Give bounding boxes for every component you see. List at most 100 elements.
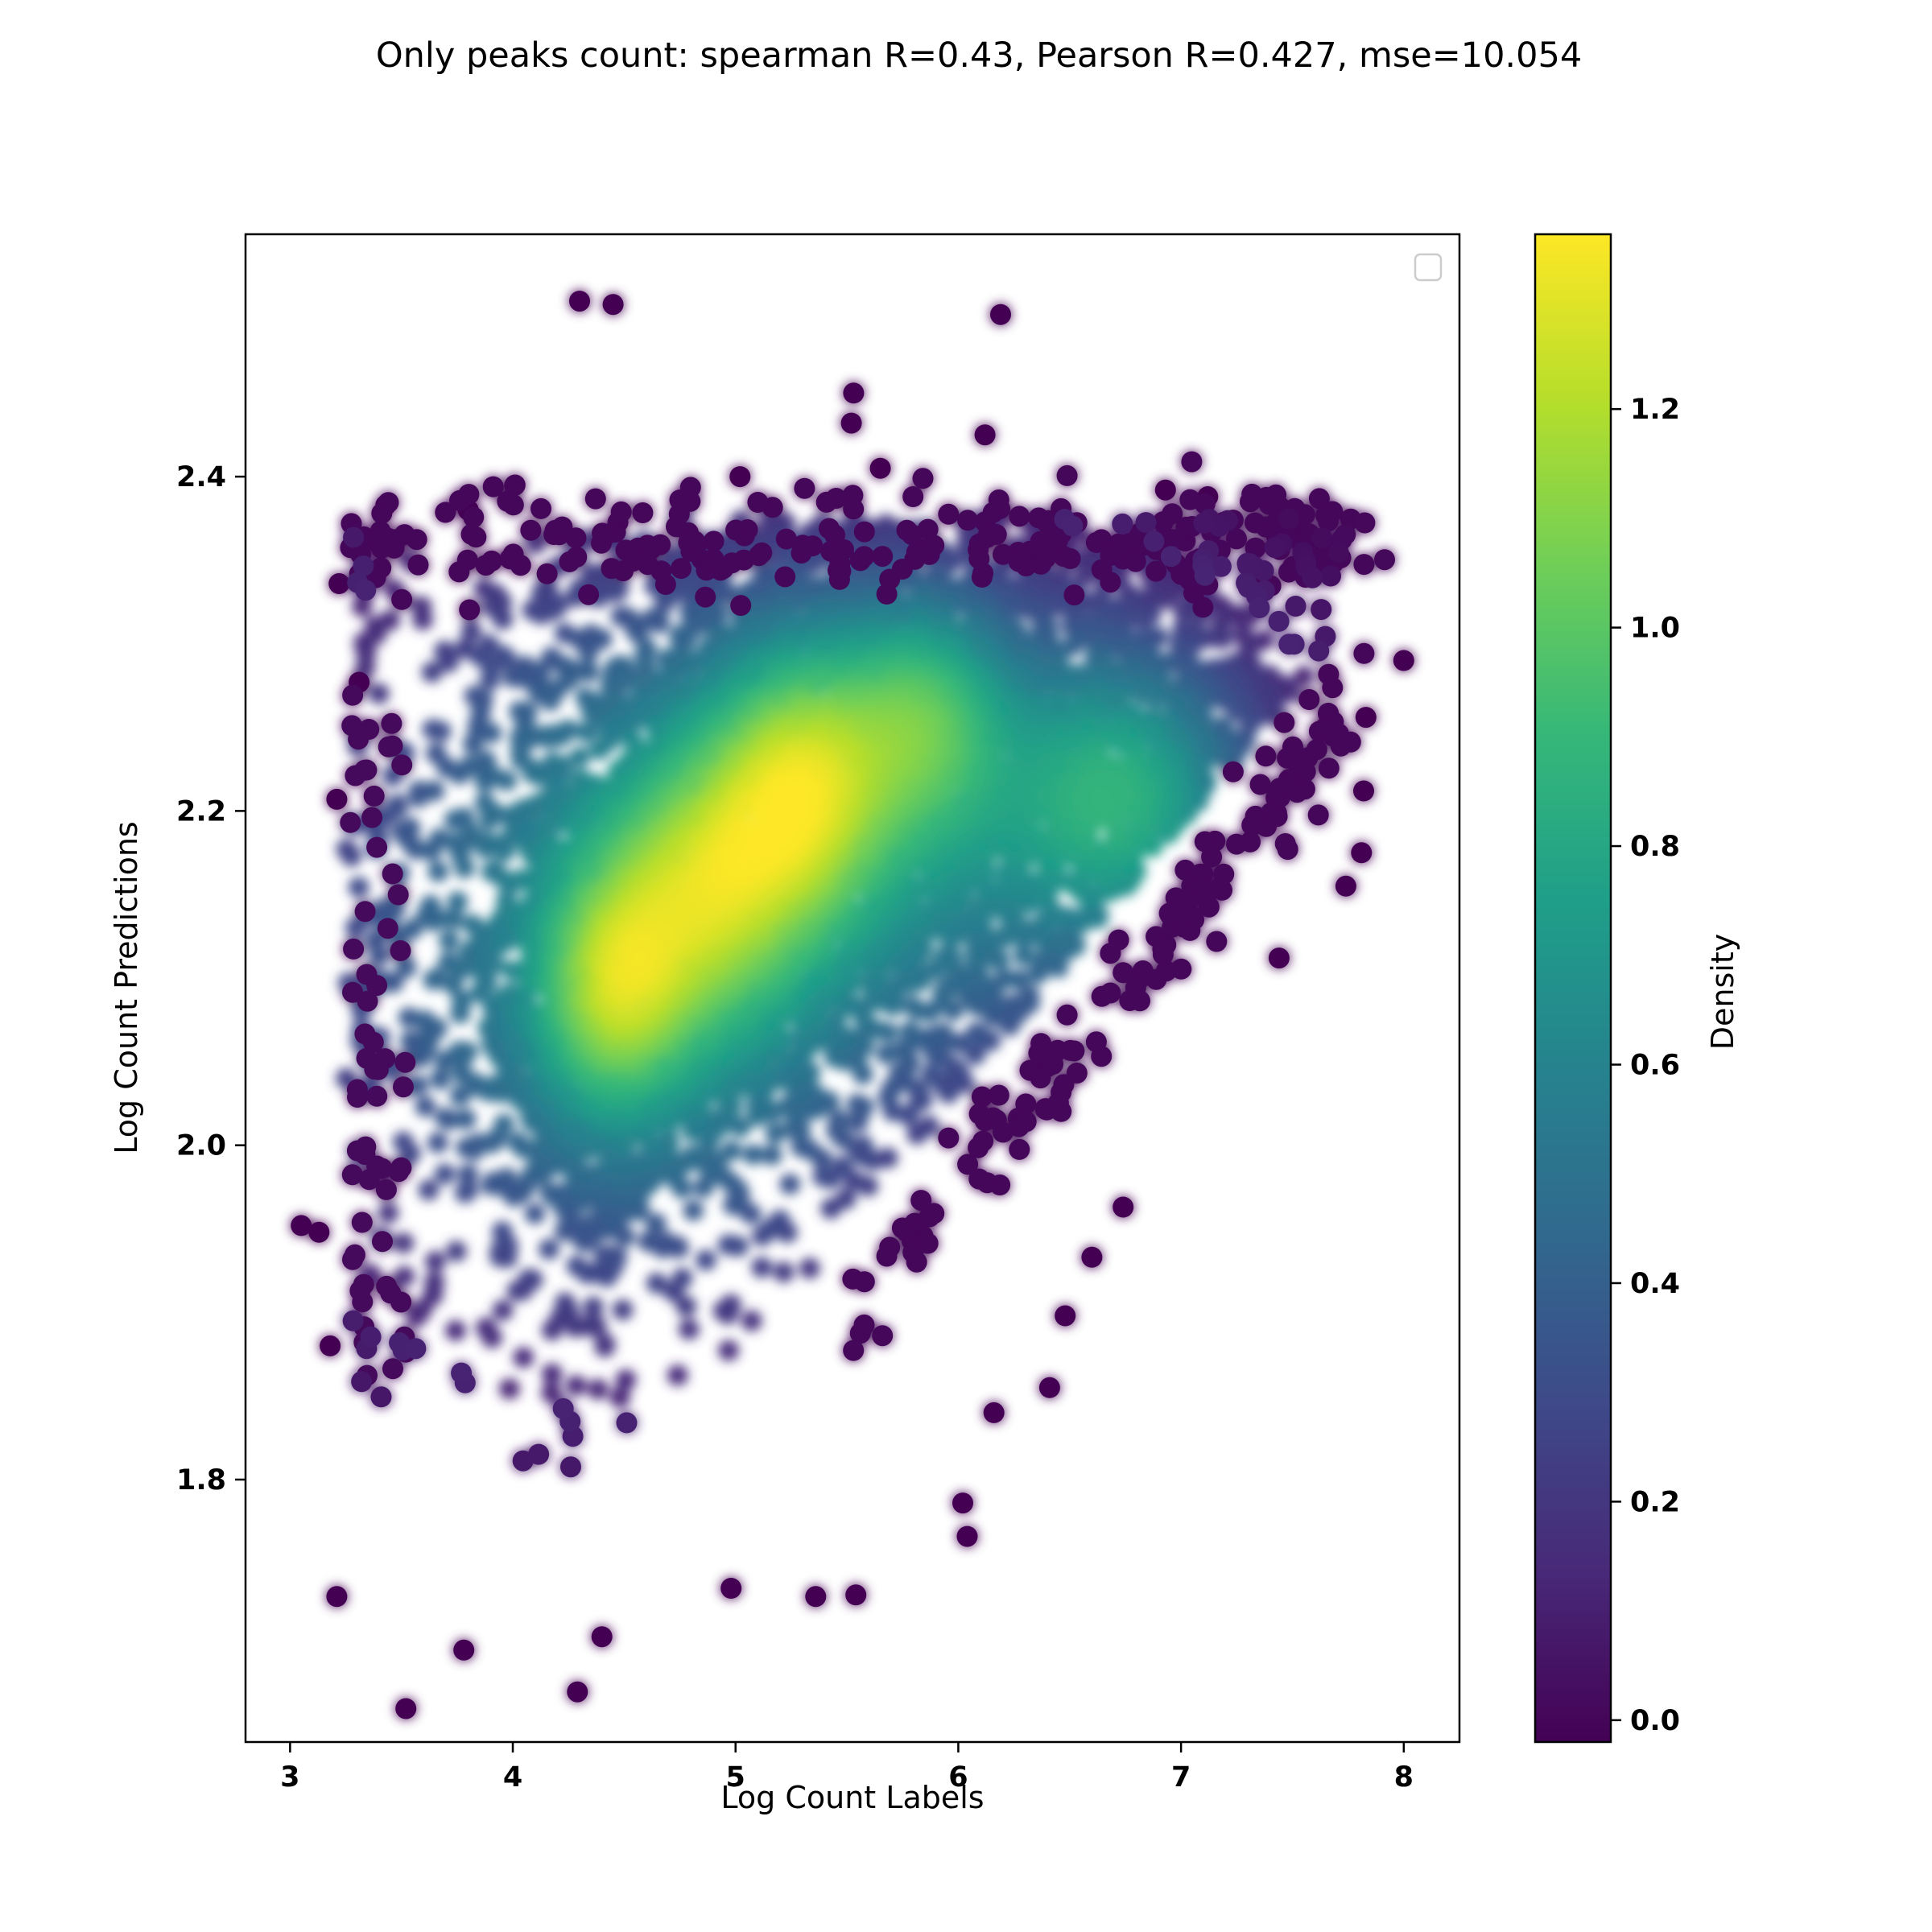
- density-point: [513, 1347, 535, 1368]
- density-point: [351, 596, 373, 617]
- density-point: [445, 1241, 467, 1262]
- density-point: [584, 1261, 606, 1283]
- density-point: [369, 945, 390, 967]
- density-point: [594, 1333, 616, 1355]
- density-point: [483, 953, 505, 975]
- density-point: [812, 1166, 833, 1187]
- density-point: [605, 581, 627, 603]
- density-point: [1032, 949, 1054, 970]
- density-point: [424, 1250, 446, 1272]
- density-point: [941, 552, 963, 573]
- density-point: [935, 943, 956, 965]
- density-point: [443, 908, 464, 930]
- density-point: [769, 1209, 791, 1231]
- density-point: [920, 1063, 942, 1084]
- density-point: [355, 642, 377, 663]
- density-point: [395, 956, 417, 978]
- density-point: [430, 720, 452, 742]
- density-point: [765, 1122, 786, 1144]
- density-point: [493, 1113, 515, 1135]
- density-point: [965, 1022, 987, 1043]
- density-point: [950, 963, 972, 985]
- density-point: [551, 1183, 572, 1204]
- density-point: [705, 607, 727, 628]
- density-point: [667, 1364, 688, 1386]
- density-point: [457, 1179, 479, 1201]
- density-point: [565, 1375, 587, 1397]
- density-point: [382, 972, 404, 993]
- density-point: [875, 1043, 897, 1065]
- density-point: [1057, 906, 1079, 927]
- density-point: [451, 990, 473, 1012]
- density-point: [655, 1231, 677, 1253]
- density-point: [828, 1109, 849, 1131]
- density-point: [566, 1255, 588, 1277]
- density-point: [434, 1163, 456, 1185]
- density-point: [646, 1213, 667, 1234]
- density-point: [761, 1144, 782, 1166]
- density-point: [1008, 968, 1030, 990]
- density-point: [455, 1108, 477, 1130]
- density-point: [415, 1096, 436, 1117]
- density-point: [820, 1198, 842, 1220]
- density-point: [365, 623, 387, 645]
- density-point: [479, 669, 501, 691]
- density-point: [569, 746, 591, 768]
- density-point: [392, 1131, 414, 1153]
- density-point: [539, 690, 561, 712]
- density-point: [427, 908, 449, 930]
- density-point: [742, 1144, 764, 1166]
- density-point: [492, 609, 514, 630]
- density-point: [541, 1382, 563, 1404]
- density-point: [539, 1238, 560, 1260]
- density-point: [671, 1267, 693, 1289]
- density-point: [1002, 993, 1024, 1014]
- density-point: [462, 733, 484, 755]
- density-point: [779, 1174, 801, 1195]
- density-point: [717, 1234, 739, 1256]
- density-point: [368, 683, 390, 704]
- scatter-points: [291, 291, 1414, 1719]
- density-point: [607, 677, 629, 699]
- density-point: [550, 725, 572, 747]
- density-point: [401, 919, 423, 940]
- density-point: [578, 661, 600, 683]
- density-point: [445, 1319, 466, 1341]
- density-point: [676, 629, 698, 650]
- density-point: [906, 1123, 928, 1145]
- density-point: [498, 1378, 520, 1400]
- density-point: [791, 1136, 812, 1158]
- density-point: [457, 1163, 479, 1185]
- density-point: [720, 1294, 742, 1315]
- density-point: [492, 1299, 514, 1321]
- density-point: [421, 662, 443, 683]
- density-point: [615, 1369, 637, 1390]
- density-point: [425, 742, 447, 764]
- density-point: [427, 1018, 448, 1039]
- density-point: [587, 1378, 609, 1400]
- density-point: [348, 877, 369, 898]
- density-point: [449, 1085, 471, 1107]
- density-point: [491, 592, 513, 613]
- density-point: [654, 592, 675, 613]
- density-point: [741, 1310, 762, 1331]
- density-point: [460, 620, 482, 642]
- density-point: [648, 613, 670, 634]
- density-point: [555, 1292, 576, 1314]
- density-point: [583, 1296, 604, 1318]
- density-point: [418, 1179, 440, 1201]
- density-point: [460, 822, 481, 844]
- density-point: [438, 651, 460, 673]
- density-point: [698, 1150, 720, 1172]
- density-point: [427, 861, 449, 882]
- density-point: [491, 1221, 513, 1242]
- density-point: [964, 1044, 986, 1066]
- density-point: [965, 938, 987, 960]
- density-point: [646, 1273, 667, 1294]
- density-point: [345, 917, 366, 939]
- density-point: [625, 621, 647, 643]
- density-point: [393, 1232, 415, 1254]
- density-point: [718, 1340, 740, 1361]
- density-point: [638, 1231, 659, 1253]
